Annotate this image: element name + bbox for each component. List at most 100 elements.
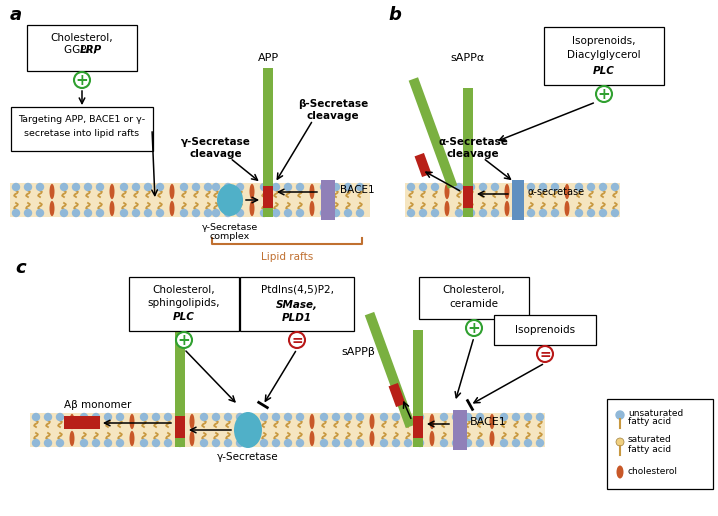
Circle shape: [452, 413, 460, 421]
Polygon shape: [414, 153, 432, 177]
Ellipse shape: [190, 414, 195, 429]
Circle shape: [345, 184, 352, 190]
Circle shape: [525, 440, 531, 446]
Bar: [413, 416, 423, 438]
Circle shape: [539, 209, 546, 217]
Text: a: a: [10, 6, 22, 24]
Ellipse shape: [50, 201, 55, 216]
Bar: [175, 300, 185, 447]
Text: BACE1: BACE1: [340, 185, 375, 195]
Circle shape: [404, 413, 411, 421]
Ellipse shape: [249, 201, 254, 216]
Bar: [175, 416, 185, 438]
Circle shape: [32, 413, 39, 421]
Text: b: b: [388, 6, 401, 24]
Circle shape: [455, 184, 462, 190]
Bar: [463, 88, 473, 217]
Circle shape: [12, 184, 19, 190]
Circle shape: [596, 86, 612, 102]
Ellipse shape: [70, 414, 75, 429]
Circle shape: [273, 440, 279, 446]
Text: PtdIns(4,5)P2,: PtdIns(4,5)P2,: [261, 285, 333, 295]
Ellipse shape: [169, 201, 174, 216]
Text: α-secretase: α-secretase: [528, 187, 585, 197]
FancyBboxPatch shape: [129, 277, 239, 331]
Circle shape: [73, 184, 80, 190]
Circle shape: [357, 184, 363, 190]
Bar: [210, 183, 370, 217]
Circle shape: [93, 440, 100, 446]
Circle shape: [284, 184, 292, 190]
Circle shape: [357, 440, 363, 446]
Circle shape: [332, 413, 340, 421]
Ellipse shape: [169, 184, 174, 199]
Ellipse shape: [190, 431, 195, 446]
Ellipse shape: [564, 201, 569, 216]
FancyBboxPatch shape: [419, 277, 529, 319]
Ellipse shape: [249, 184, 254, 199]
Circle shape: [225, 184, 231, 190]
Circle shape: [357, 413, 363, 421]
Circle shape: [357, 209, 363, 217]
Circle shape: [96, 209, 103, 217]
Circle shape: [537, 346, 553, 362]
Polygon shape: [365, 312, 415, 428]
Circle shape: [116, 440, 123, 446]
Ellipse shape: [110, 201, 114, 216]
Circle shape: [60, 209, 67, 217]
Text: Cholesterol,: Cholesterol,: [153, 285, 215, 295]
Circle shape: [516, 209, 523, 217]
Circle shape: [381, 440, 388, 446]
Circle shape: [284, 413, 292, 421]
Circle shape: [320, 209, 327, 217]
Circle shape: [105, 413, 111, 421]
Circle shape: [273, 413, 279, 421]
Circle shape: [157, 184, 164, 190]
Text: =: =: [292, 334, 303, 348]
Circle shape: [73, 209, 80, 217]
Polygon shape: [409, 77, 457, 189]
Circle shape: [616, 411, 624, 419]
Ellipse shape: [309, 184, 314, 199]
FancyBboxPatch shape: [494, 315, 596, 345]
Circle shape: [441, 413, 447, 421]
Text: +: +: [597, 87, 610, 102]
Circle shape: [551, 184, 559, 190]
Text: Aβ monomer: Aβ monomer: [64, 400, 131, 410]
Circle shape: [144, 209, 151, 217]
Circle shape: [164, 440, 172, 446]
Text: unsaturated: unsaturated: [628, 409, 684, 417]
Ellipse shape: [370, 414, 375, 429]
Circle shape: [432, 209, 439, 217]
Circle shape: [157, 209, 164, 217]
FancyBboxPatch shape: [607, 399, 713, 489]
Text: complex: complex: [210, 232, 250, 241]
Circle shape: [273, 184, 279, 190]
Circle shape: [416, 413, 424, 421]
Circle shape: [297, 184, 304, 190]
Ellipse shape: [429, 414, 434, 429]
Circle shape: [80, 440, 88, 446]
Bar: [30, 413, 545, 447]
Circle shape: [393, 413, 399, 421]
Circle shape: [536, 440, 544, 446]
Circle shape: [576, 209, 582, 217]
Circle shape: [24, 209, 32, 217]
Ellipse shape: [444, 184, 449, 199]
Circle shape: [236, 413, 243, 421]
Circle shape: [465, 413, 472, 421]
Ellipse shape: [129, 431, 134, 446]
Text: Isoprenoids: Isoprenoids: [515, 325, 575, 335]
Circle shape: [551, 209, 559, 217]
Circle shape: [500, 413, 508, 421]
Text: γ-Secretase: γ-Secretase: [217, 452, 279, 462]
Ellipse shape: [370, 431, 375, 446]
Text: +: +: [75, 73, 88, 88]
Circle shape: [57, 440, 63, 446]
Circle shape: [480, 209, 487, 217]
Bar: [263, 186, 273, 208]
Circle shape: [332, 440, 340, 446]
Circle shape: [192, 184, 200, 190]
Circle shape: [536, 413, 544, 421]
Circle shape: [513, 440, 520, 446]
